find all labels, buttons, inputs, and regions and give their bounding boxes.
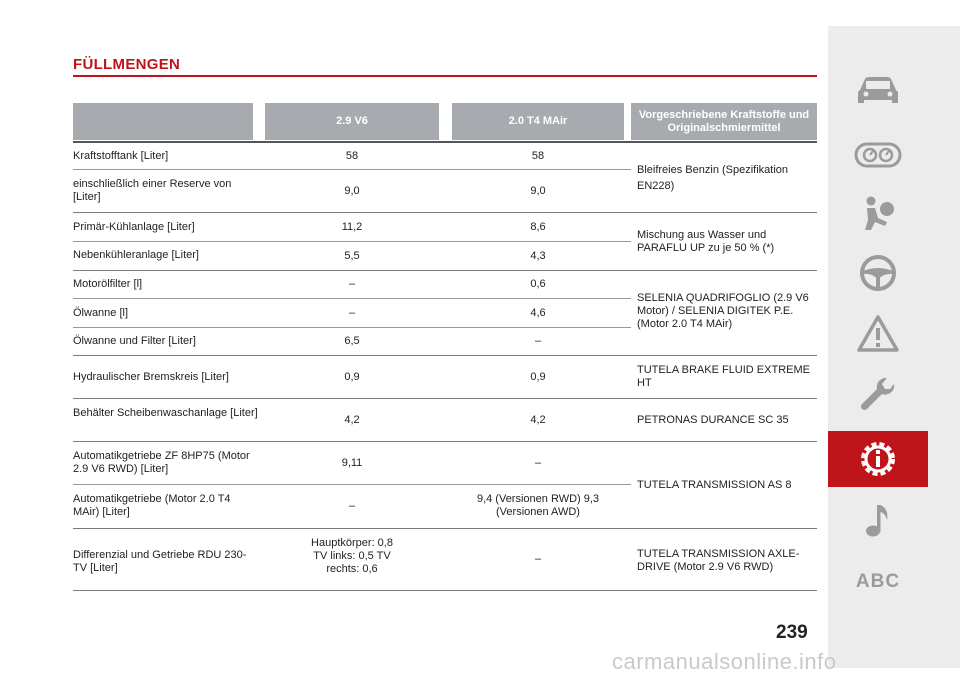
value-2-9-v6: – xyxy=(348,278,356,290)
value-2-9-v6: 6,5 xyxy=(344,335,360,347)
dashboard-icon xyxy=(854,142,902,168)
table-bottom-rule xyxy=(73,590,817,591)
fluid-washer: PETRONAS DURANCE SC 35 xyxy=(637,414,789,426)
value-2-9-v6: – xyxy=(348,500,356,512)
row-label: Motorölfilter [l] xyxy=(73,278,143,290)
fluid-automatic-transmission: TUTELA TRANSMISSION AS 8 xyxy=(637,479,792,491)
title-rule xyxy=(73,75,817,77)
value-2-0-t4: – xyxy=(534,553,542,565)
value-2-0-t4: 9,0 xyxy=(530,185,546,197)
row-divider xyxy=(73,241,631,242)
value-2-0-t4: – xyxy=(534,457,542,469)
fluid-fuel: Bleifreies Benzin (Spezifikation EN228) xyxy=(637,164,789,192)
sidebar-item-dashboard[interactable] xyxy=(828,127,928,183)
watermark: carmanualsonline.info xyxy=(612,649,837,674)
sidebar-item-index[interactable]: ABC xyxy=(828,554,928,610)
row-label: Kraftstofftank [Liter] xyxy=(73,150,169,162)
value-2-9-v6: Hauptkörper: 0,8 TV links: 0,5 TV rechts… xyxy=(311,537,393,575)
header-2-9-v6: 2.9 V6 xyxy=(265,103,439,140)
music-note-icon xyxy=(866,505,888,537)
row-divider xyxy=(73,169,631,170)
warning-triangle-icon xyxy=(857,315,899,352)
value-2-9-v6: 5,5 xyxy=(344,250,360,262)
row-divider xyxy=(73,441,817,442)
sidebar-item-multimedia[interactable] xyxy=(828,492,928,548)
value-2-9-v6: 11,2 xyxy=(341,221,363,233)
value-2-0-t4: 4,2 xyxy=(530,414,546,426)
value-2-9-v6: – xyxy=(348,307,356,319)
sidebar-item-car[interactable] xyxy=(828,62,928,118)
row-divider xyxy=(73,528,817,529)
row-divider xyxy=(73,327,631,328)
fluid-brake: TUTELA BRAKE FLUID EXTREME HT xyxy=(637,364,810,389)
row-divider xyxy=(73,484,631,485)
value-2-9-v6: 58 xyxy=(345,150,359,162)
value-2-0-t4: 0,9 xyxy=(530,371,546,383)
value-2-0-t4: 58 xyxy=(531,150,545,162)
row-label: Automatikgetriebe (Motor 2.0 T4 MAir) [L… xyxy=(73,493,231,518)
value-2-0-t4: – xyxy=(534,335,542,347)
page-title: FÜLLMENGEN xyxy=(73,56,181,73)
header-fluids: Vorgeschriebene Kraftstoffe und Original… xyxy=(631,103,817,140)
sidebar-item-maintenance[interactable] xyxy=(828,368,928,424)
row-label: Differenzial und Getriebe RDU 230-TV [Li… xyxy=(73,549,247,574)
steering-wheel-icon xyxy=(860,255,896,291)
airbag-icon xyxy=(865,196,894,230)
value-2-9-v6: 0,9 xyxy=(344,371,360,383)
row-divider xyxy=(73,270,817,271)
row-label: Ölwanne und Filter [Liter] xyxy=(73,335,196,347)
value-2-0-t4: 0,6 xyxy=(530,278,546,290)
fluid-engine-oil: SELENIA QUADRIFOGLIO (2.9 V6 Motor) / SE… xyxy=(637,292,809,330)
row-divider xyxy=(73,355,817,356)
row-divider xyxy=(73,212,817,213)
sidebar-item-warning[interactable] xyxy=(828,306,928,362)
page-number: 239 xyxy=(776,622,808,643)
fluid-coolant: Mischung aus Wasser und PARAFLU UP zu je… xyxy=(637,229,775,254)
row-label: Automatikgetriebe ZF 8HP75 (Motor 2.9 V6… xyxy=(73,450,250,475)
header-2-0-t4: 2.0 T4 MAir xyxy=(452,103,624,140)
table-divider xyxy=(73,141,817,143)
technical-data-icon xyxy=(861,442,895,476)
row-label: Nebenkühleranlage [Liter] xyxy=(73,249,199,261)
value-2-0-t4: 4,3 xyxy=(530,250,546,262)
value-2-0-t4: 4,6 xyxy=(530,307,546,319)
value-2-9-v6: 9,0 xyxy=(344,185,360,197)
fluid-axle-drive: TUTELA TRANSMISSION AXLE-DRIVE (Motor 2.… xyxy=(637,548,800,573)
sidebar-item-steering-wheel[interactable] xyxy=(828,245,928,301)
sidebar-item-airbag[interactable] xyxy=(828,186,928,242)
row-label: Primär-Kühlanlage [Liter] xyxy=(73,221,195,233)
row-label: Behälter Scheibenwaschanlage [Liter] xyxy=(73,407,258,419)
row-divider xyxy=(73,298,631,299)
sidebar-item-technical-data[interactable] xyxy=(828,431,928,487)
row-label: Ölwanne [l] xyxy=(73,307,129,319)
wrench-icon xyxy=(860,377,895,411)
row-label: Hydraulischer Bremskreis [Liter] xyxy=(73,371,229,383)
row-label: einschließlich einer Reserve von [Liter] xyxy=(73,178,232,203)
value-2-9-v6: 9,11 xyxy=(341,457,363,469)
abc-index-icon: ABC xyxy=(855,571,901,592)
value-2-0-t4: 9,4 (Versionen RWD) 9,3 (Versionen AWD) xyxy=(476,493,600,518)
row-divider xyxy=(73,398,817,399)
value-2-9-v6: 4,2 xyxy=(344,414,360,426)
value-2-0-t4: 8,6 xyxy=(530,221,546,233)
header-blank xyxy=(73,103,253,140)
car-icon xyxy=(858,77,898,103)
